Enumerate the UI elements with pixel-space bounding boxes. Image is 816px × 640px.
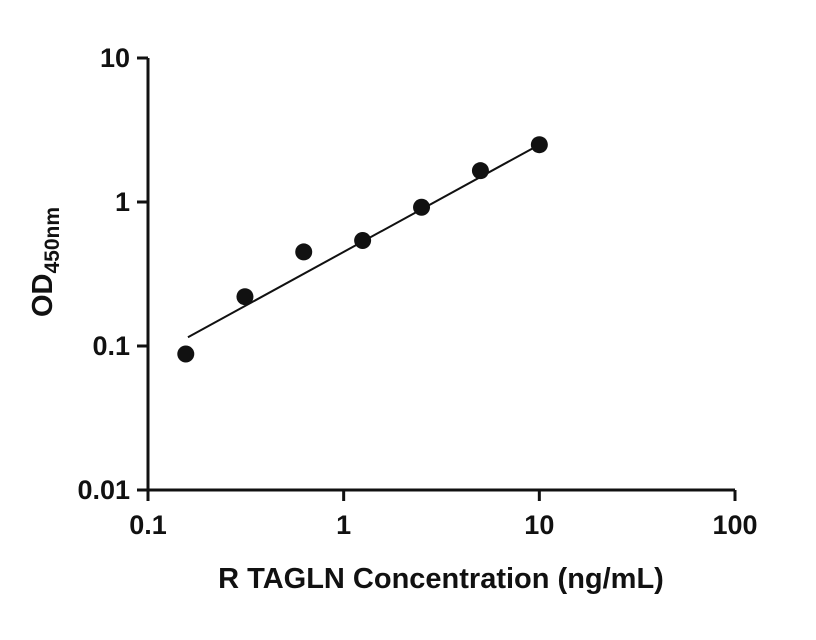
y-tick-label: 1: [115, 187, 130, 217]
x-tick-label: 0.1: [129, 510, 167, 540]
axis-spine: [146, 58, 735, 492]
plot-area: 0.1 1 10 100 10 1 0.1 0.01: [77, 43, 757, 540]
data-point: [177, 345, 195, 363]
x-tick-label: 100: [712, 510, 757, 540]
y-tick-label: 10: [100, 43, 130, 73]
y-axis-title-sub: 450nm: [41, 207, 64, 274]
data-point: [530, 136, 548, 154]
x-tick-label: 1: [336, 510, 351, 540]
y-tick-label: 0.1: [92, 331, 130, 361]
data-point: [236, 288, 254, 306]
x-tick-label: 10: [524, 510, 554, 540]
data-point: [295, 243, 313, 261]
y-axis-title: OD450nm: [27, 207, 64, 317]
data-point: [471, 162, 489, 180]
y-tick-label: 0.01: [77, 475, 130, 505]
data-point: [413, 198, 431, 216]
data-point: [354, 232, 372, 250]
x-axis-title: R TAGLN Concentration (ng/mL): [218, 563, 664, 595]
y-axis-title-main: OD: [27, 274, 59, 318]
